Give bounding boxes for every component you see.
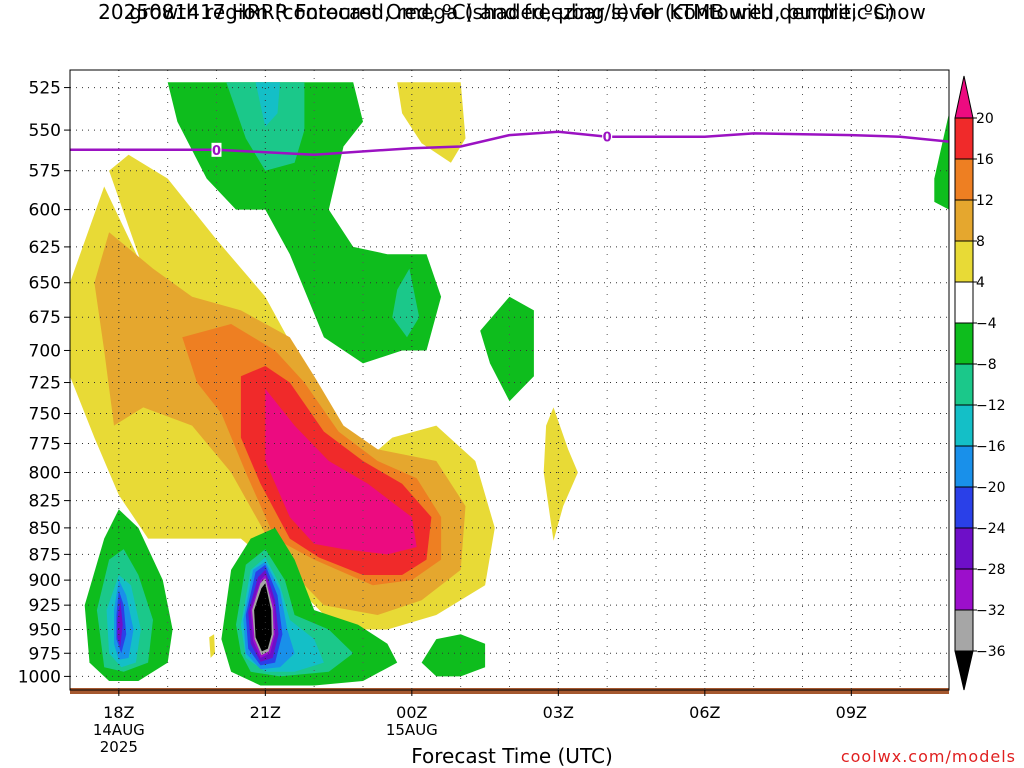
omega-region-30	[209, 634, 215, 658]
omega-shading	[70, 82, 949, 686]
y-axis: 525 550 575 600 625 650 675 700 725 750 775 800 825 8…	[18, 79, 70, 687]
y-tick-label: 625	[29, 238, 61, 258]
freezing-level-contour	[70, 130, 949, 156]
x-tick-label: 14AUG	[93, 721, 145, 739]
colorbar-box-8	[954, 445, 974, 488]
omega-region-2	[397, 82, 466, 163]
y-tick-label: 675	[29, 308, 61, 328]
y-tick-label: 825	[29, 492, 61, 512]
y-tick-label: 525	[29, 79, 61, 99]
colorbar-box-12	[954, 609, 974, 652]
y-tick-label: 950	[29, 621, 61, 641]
colorbar-label: −24	[976, 521, 1006, 537]
colorbar-box-10	[954, 527, 974, 570]
colorbar-box-7	[954, 404, 974, 447]
colorbar: 20 16 12 8 4 −4 −8 −12 −16 −20 −24 −28 −32 −36	[954, 75, 1006, 691]
colorbar-label: 12	[976, 193, 994, 209]
y-tick-label: 775	[29, 434, 61, 454]
omega-region-7	[265, 388, 417, 555]
y-tick-label: 700	[29, 341, 61, 361]
chart-title-line-2: growth region (contoured, red, ºC) and f…	[129, 0, 895, 24]
grid-lines	[70, 70, 949, 690]
colorbar-box-0	[954, 117, 974, 160]
colorbar-label: −4	[976, 316, 997, 332]
y-tick-label: 1000	[18, 667, 61, 687]
y-tick-label: 750	[29, 405, 61, 425]
y-tick-label: 975	[29, 644, 61, 664]
x-tick-label: 06Z	[689, 703, 720, 722]
y-tick-label: 875	[29, 545, 61, 565]
colorbar-label: 8	[976, 234, 985, 250]
colorbar-box-3	[954, 240, 974, 283]
y-tick-label: 850	[29, 519, 61, 539]
omega-region-8	[167, 82, 442, 364]
colorbar-box-6	[954, 363, 974, 406]
y-tick-label: 550	[29, 121, 61, 141]
freezing-level-line: 00	[70, 129, 949, 159]
x-tick-label: 18Z	[103, 703, 134, 722]
colorbar-bottom-arrow	[954, 650, 974, 691]
y-tick-label: 650	[29, 274, 61, 294]
x-tick-label: 21Z	[250, 703, 281, 722]
omega-region-11	[255, 82, 280, 127]
colorbar-box-1	[954, 158, 974, 201]
omega-region-13	[934, 113, 949, 210]
omega-region-28	[254, 583, 272, 652]
colorbar-label: −36	[976, 644, 1006, 660]
colorbar-label: 16	[976, 152, 994, 168]
y-tick-label: 900	[29, 571, 61, 591]
omega-region-12	[480, 296, 534, 402]
colorbar-label: −16	[976, 439, 1006, 455]
omega-region-19	[117, 600, 123, 647]
colorbar-label: −8	[976, 357, 997, 373]
colorbar-label: −28	[976, 562, 1006, 578]
colorbar-label: −12	[976, 398, 1006, 414]
colorbar-box-11	[954, 568, 974, 611]
colorbar-box-2	[954, 199, 974, 242]
y-tick-label: 925	[29, 596, 61, 616]
y-tick-label: 575	[29, 162, 61, 182]
colorbar-label: 4	[976, 275, 985, 291]
colorbar-label: −32	[976, 603, 1006, 619]
chart-title-line-1: 2025081417 HRRR Forecast Omega (shaded, …	[98, 0, 926, 24]
y-tick-label: 725	[29, 374, 61, 394]
colorbar-label: 20	[976, 111, 994, 127]
x-axis-label: Forecast Time (UTC)	[411, 744, 613, 768]
x-tick-label: 03Z	[543, 703, 574, 722]
colorbar-label: −20	[976, 480, 1006, 496]
colorbar-top-arrow	[954, 75, 974, 119]
plot-frame	[69, 69, 950, 691]
terrain-bar	[70, 688, 949, 694]
y-tick-label: 600	[29, 201, 61, 221]
x-tick-label: 09Z	[836, 703, 867, 722]
omega-region-29	[421, 634, 486, 677]
colorbar-box-4	[954, 281, 974, 324]
omega-region-3	[543, 407, 578, 541]
colorbar-box-9	[954, 486, 974, 529]
freezing-level-label: 0	[212, 144, 221, 159]
x-tick-label: 15AUG	[386, 721, 438, 739]
freezing-label-bg-0	[211, 142, 222, 157]
freezing-label-bg-1	[602, 129, 613, 144]
x-tick-label: 00Z	[396, 703, 427, 722]
colorbar-box-5	[954, 322, 974, 365]
credit-text: coolwx.com/models	[840, 747, 1016, 766]
x-tick-label: 2025	[100, 738, 138, 756]
y-tick-label: 800	[29, 463, 61, 483]
omega-region-10	[392, 268, 420, 338]
freezing-level-label: 0	[603, 131, 612, 146]
